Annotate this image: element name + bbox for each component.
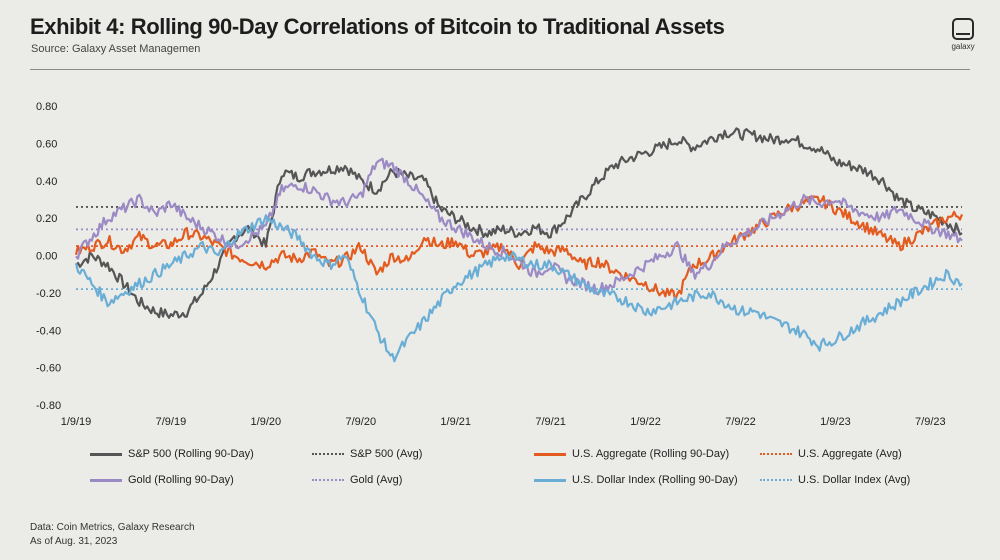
legend-label: U.S. Aggregate (Rolling 90-Day) (572, 448, 730, 460)
chart-title: Exhibit 4: Rolling 90-Day Correlations o… (30, 14, 725, 39)
legend-label: S&P 500 (Avg) (350, 448, 423, 460)
legend-swatch (90, 478, 122, 482)
series-line-s-p-500-rolling-90-day- (75, 127, 963, 319)
galaxy-logo: galaxy (943, 18, 983, 51)
x-tick-label: 1/9/22 (630, 416, 661, 428)
series-line-gold-rolling-90-day- (75, 157, 963, 296)
x-tick-label: 7/9/22 (725, 416, 756, 428)
x-tick-label: 7/9/21 (535, 416, 566, 428)
y-tick-label: 0.80 (36, 101, 57, 113)
y-tick-label: -0.40 (36, 325, 61, 337)
legend-item: Gold (Avg) (312, 474, 402, 486)
x-tick-label: 7/9/23 (915, 416, 946, 428)
legend-label: S&P 500 (Rolling 90-Day) (128, 448, 254, 460)
x-tick-label: 1/9/21 (440, 416, 471, 428)
as-of-note: As of Aug. 31, 2023 (30, 536, 118, 547)
series-line-u-s-dollar-index-rolling-90-day- (74, 214, 963, 363)
legend-swatch (90, 452, 122, 456)
legend-label: Gold (Avg) (350, 474, 403, 486)
legend-swatch (534, 452, 566, 456)
header-divider (30, 69, 970, 70)
legend-item: U.S. Dollar Index (Rolling 90-Day) (534, 474, 738, 486)
x-tick-label: 1/9/20 (251, 416, 282, 428)
legend-label: U.S. Dollar Index (Rolling 90-Day) (572, 474, 738, 486)
legend-swatch (760, 453, 792, 455)
y-tick-label: -0.20 (36, 288, 61, 300)
legend-label: Gold (Rolling 90-Day) (128, 474, 234, 486)
galaxy-logo-icon (952, 18, 974, 40)
legend-label: U.S. Dollar Index (Avg) (798, 474, 911, 486)
x-tick-label: 1/9/23 (820, 416, 851, 428)
correlation-chart: 0.80 0.60 0.40 0.20 0.00 -0.20 -0.40 -0.60 -0.80… (36, 101, 964, 428)
legend-swatch (760, 479, 792, 481)
legend-label: U.S. Aggregate (Avg) (798, 448, 902, 460)
x-tick-label: 1/9/19 (61, 416, 92, 428)
y-tick-label: 0.20 (36, 213, 57, 225)
legend-item: U.S. Aggregate (Rolling 90-Day) (534, 448, 729, 460)
y-tick-label: -0.80 (36, 400, 61, 412)
legend-item: Gold (Rolling 90-Day) (90, 474, 234, 486)
legend-item: S&P 500 (Rolling 90-Day) (90, 448, 254, 460)
data-note: Data: Coin Metrics, Galaxy Research (30, 522, 195, 533)
legend-item: S&P 500 (Avg) (312, 448, 422, 460)
legend-swatch (534, 478, 566, 482)
y-tick-label: 0.60 (36, 138, 57, 150)
chart-source: Source: Galaxy Asset Managemen (31, 43, 201, 55)
galaxy-logo-text: galaxy (951, 42, 975, 51)
legend-item: U.S. Aggregate (Avg) (760, 448, 902, 460)
legend-swatch (312, 453, 344, 455)
legend-item: U.S. Dollar Index (Avg) (760, 474, 910, 486)
y-tick-label: -0.60 (36, 363, 61, 375)
y-tick-label: 0.40 (36, 176, 57, 188)
x-tick-label: 7/9/19 (156, 416, 187, 428)
legend-swatch (312, 479, 344, 481)
x-tick-label: 7/9/20 (345, 416, 376, 428)
y-tick-label: 0.00 (36, 251, 57, 263)
